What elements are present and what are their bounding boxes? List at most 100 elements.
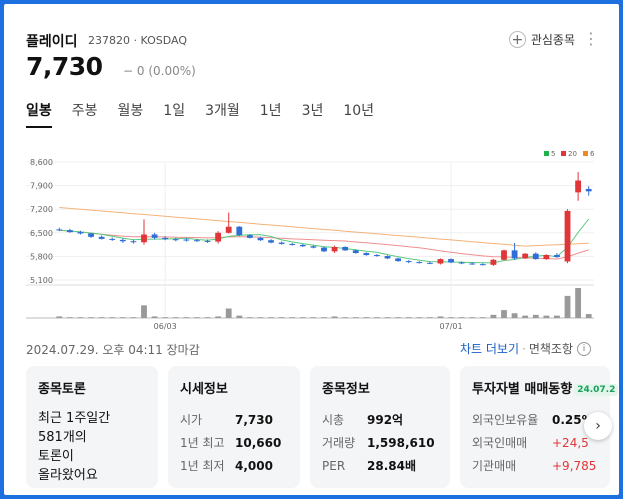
candle-body [405, 261, 412, 263]
volume-bar [257, 317, 264, 318]
legend-label: 20 [568, 150, 577, 158]
candle-body [416, 262, 423, 264]
volume-bar [564, 295, 571, 318]
legend-swatch [561, 151, 566, 156]
candle-body [289, 243, 296, 245]
info-label: 시가 [180, 413, 203, 427]
info-value: 10,660 [235, 436, 282, 450]
info-value: 992억 [367, 413, 404, 427]
candle-body [204, 240, 211, 242]
info-value: +9,785 [552, 459, 597, 473]
volume-bar [384, 317, 391, 318]
y-tick-label: 5,800 [30, 252, 53, 261]
tab-10year[interactable]: 10년 [343, 103, 375, 119]
candle-body [384, 256, 391, 259]
candle-body [469, 263, 476, 265]
volume-bar [289, 317, 296, 318]
volume-bar [501, 310, 507, 318]
candle-body [215, 232, 222, 242]
discussion-line: 토론이 [38, 449, 74, 464]
market-info-card[interactable]: 시세정보 시가 7,730 1년 최고 10,660 1년 최저 4,000 [168, 366, 300, 488]
tab-3month[interactable]: 3개월 [205, 103, 240, 119]
info-row: PER 28.84배 [322, 455, 438, 478]
volume-bar [554, 315, 560, 318]
chart-links: 차트 더보기 · 면책조항 i [460, 340, 591, 357]
legend-swatch [583, 151, 588, 156]
candle-body [511, 250, 518, 259]
more-options-icon[interactable]: ⋮ [583, 29, 599, 48]
volume-bar [56, 316, 63, 318]
candle-body [479, 264, 486, 266]
tab-1year[interactable]: 1년 [259, 103, 282, 119]
info-label: PER [322, 459, 346, 473]
candle-body [109, 238, 116, 240]
info-row: 시총 992억 [322, 409, 438, 432]
tab-daily[interactable]: 일봉 [26, 100, 52, 128]
stock-header: 플레이디 237820 · KOSDAQ 7,730 − 0 (0.00%) +… [26, 26, 605, 86]
tab-1day[interactable]: 1일 [163, 103, 186, 119]
ma60-line [59, 207, 589, 247]
next-arrow-button[interactable]: › [584, 412, 612, 440]
candle-body [363, 253, 370, 256]
legend-label: 5 [551, 150, 555, 158]
candle-body [77, 232, 84, 234]
volume-bar [141, 305, 147, 318]
info-label: 시총 [322, 413, 345, 427]
legend-label: 60 [590, 150, 594, 158]
candle-body [585, 188, 592, 192]
candle-body [56, 229, 63, 231]
candle-body [257, 237, 264, 241]
disclaimer-link[interactable]: 면책조항 [528, 342, 573, 356]
chart-more-link[interactable]: 차트 더보기 [459, 342, 519, 356]
stock-info-card[interactable]: 종목정보 시총 992억 거래량 1,598,610 PER 28.84배 [310, 366, 450, 488]
volume-bar [331, 316, 338, 318]
investor-trend-card[interactable]: 투자자별 매매동향 24.07.2 외국인보유율 0.25% 외국인매매 +24,… [460, 366, 619, 488]
info-label: 외국인매매 [472, 436, 528, 450]
x-tick-label: 07/01 [440, 322, 463, 331]
candle-body [141, 234, 147, 243]
candle-body [183, 239, 190, 241]
chart-svg: 8,600 7,900 7,200 6,500 5,800 5,100 06/03 07/01… [26, 150, 594, 331]
card-title: 종목정보 [322, 382, 370, 397]
volume-bar [522, 315, 529, 318]
info-value: 1,598,610 [367, 436, 435, 450]
volume-bar [183, 317, 190, 318]
volume-bar [299, 317, 306, 318]
tab-weekly[interactable]: 주봉 [71, 103, 98, 119]
tab-3year[interactable]: 3년 [301, 103, 324, 119]
volume-bar [88, 317, 94, 318]
volume-bar [448, 317, 454, 318]
volume-bar [215, 316, 222, 318]
candle-body [448, 259, 454, 263]
info-label: 외국인보유율 [472, 413, 539, 427]
discussion-card[interactable]: 종목토론 최근 1주일간 581개의 토론이 올라왔어요 [26, 366, 158, 488]
candle-body [532, 253, 539, 260]
candle-body [246, 235, 253, 238]
volume-bar [119, 317, 126, 318]
volume-bar [490, 314, 497, 318]
info-value: 28.84배 [367, 459, 416, 473]
candle-body [437, 259, 444, 264]
candle-body [564, 210, 571, 262]
volume-bar [532, 314, 539, 318]
volume-bar [278, 317, 285, 318]
volume-bar [585, 314, 592, 318]
volume-bar [342, 317, 349, 318]
volume-bar [225, 308, 232, 318]
stock-name[interactable]: 플레이디 [26, 34, 78, 50]
discussion-line: 최근 1주일간 [38, 411, 111, 426]
volume-bar [405, 317, 412, 318]
price-chart[interactable]: 8,600 7,900 7,200 6,500 5,800 5,100 06/03 07/01… [26, 144, 594, 332]
candle-body [268, 240, 274, 243]
volume-bar [479, 317, 486, 318]
info-row: 기관매매 +9,785 [472, 455, 598, 478]
watchlist-button[interactable]: + 관심종목 [508, 31, 575, 48]
volume-bar [204, 317, 211, 318]
info-icon[interactable]: i [577, 341, 591, 356]
info-row: 1년 최고 10,660 [180, 432, 288, 455]
volume-bar [130, 317, 137, 318]
investor-title: 투자자별 매매동향 [472, 382, 573, 397]
tab-monthly[interactable]: 월봉 [117, 103, 144, 119]
info-row: 외국인매매 +24,5 [472, 432, 598, 455]
period-tabs: 일봉 주봉 월봉 1일 3개월 1년 3년 10년 [26, 100, 394, 128]
